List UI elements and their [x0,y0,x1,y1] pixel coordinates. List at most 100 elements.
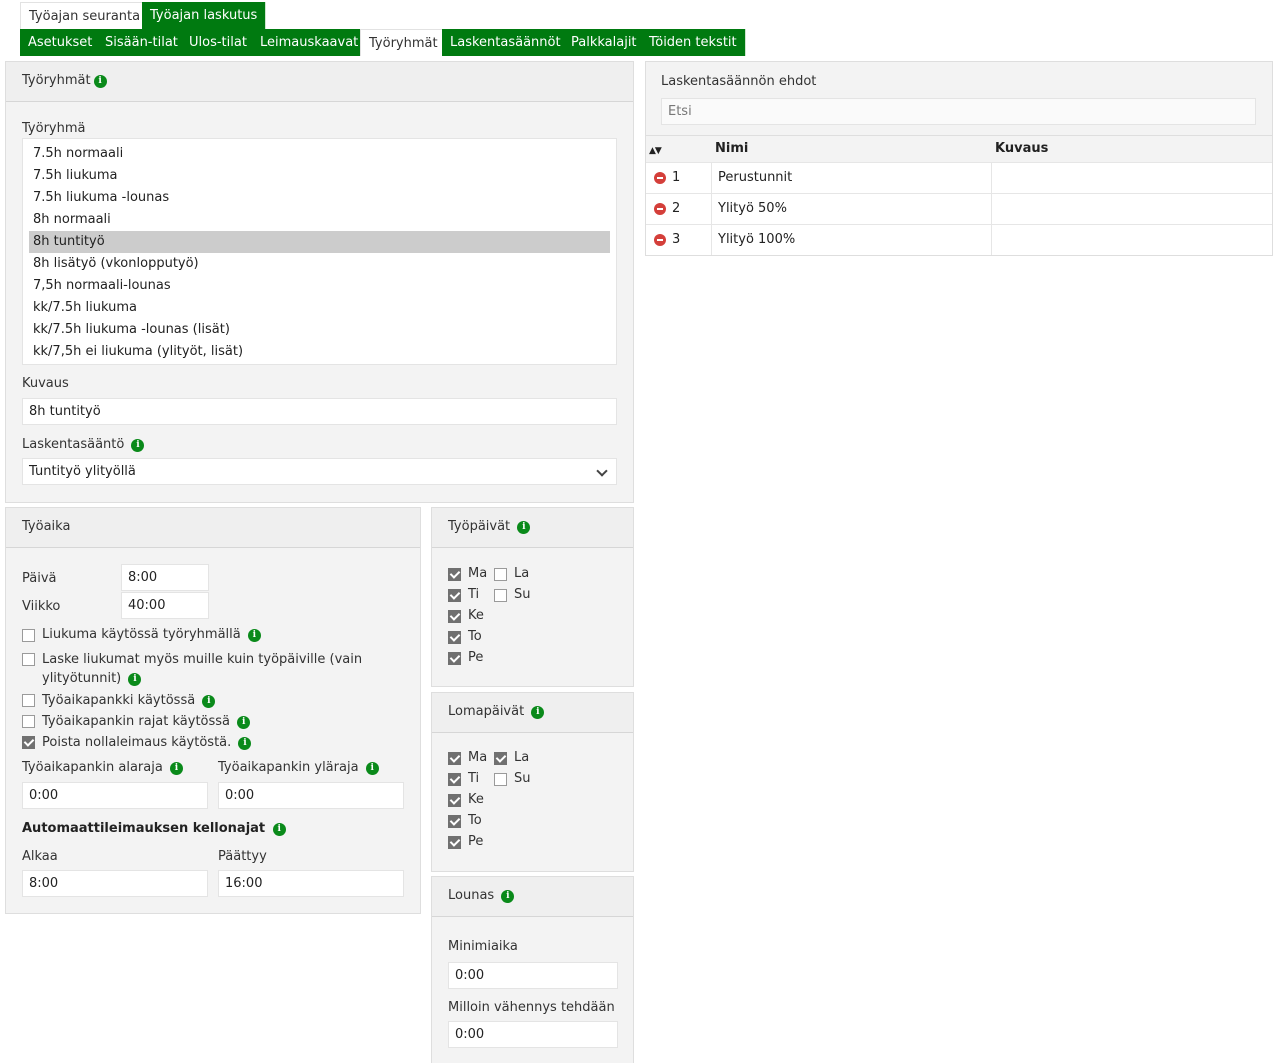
info-icon[interactable]: i [501,890,515,903]
tab-tyoajan-laskutus[interactable]: Työajan laskutus [142,2,267,29]
laskentasaanto-select[interactable]: Tuntityö ylityöllä [22,458,617,485]
table-row[interactable]: 2 Ylityö 50% [646,193,1272,224]
remove-icon[interactable] [654,234,666,246]
remove-icon[interactable] [654,172,666,184]
info-icon[interactable]: i [131,439,145,452]
tyopaiva-pe-checkbox[interactable] [448,652,461,665]
search-input[interactable] [661,98,1256,125]
lomapaiva-ti-checkbox[interactable] [448,773,461,786]
tyoryhma-listbox[interactable]: 7.5h normaali 7.5h liukuma 7.5h liukuma … [22,138,617,365]
lomapaiva-la-checkbox[interactable] [494,752,507,765]
tyopaivat-title: Työpäivät i [448,519,531,534]
laske-liukumat-checkbox[interactable] [22,653,35,666]
alaraja-input[interactable] [22,782,208,809]
info-icon[interactable]: i [365,762,379,775]
info-icon[interactable]: i [202,695,216,708]
liukuma-checkbox[interactable] [22,629,35,642]
lomapaiva-pe-checkbox[interactable] [448,836,461,849]
lomapaiva-ma-checkbox[interactable] [448,752,461,765]
tyopaiva-pe-label: Pe [468,650,484,665]
list-item[interactable]: 8h normaali [33,212,111,227]
viikko-input[interactable] [121,592,209,619]
sort-icon[interactable]: ▲▼ [649,146,662,156]
paattyy-label: Päättyy [218,849,267,864]
laskentasaanto-label: Laskentasääntö i [22,437,145,452]
tyopaiva-su-checkbox[interactable] [494,589,507,602]
info-icon[interactable]: i [531,706,545,719]
list-item-selected[interactable]: 8h tuntityö [29,231,610,253]
tab-sisaan-tilat[interactable]: Sisään-tilat [97,29,187,56]
tab-leimauskaavat[interactable]: Leimauskaavat [252,29,368,56]
list-item[interactable]: kk/7.5h liukuma [33,300,137,315]
lomapaiva-to-label: To [468,813,482,828]
paattyy-input[interactable] [218,870,404,897]
kuvaus-label: Kuvaus [22,376,69,391]
info-icon[interactable]: i [93,75,107,88]
tyoaikapankki-checkbox[interactable] [22,694,35,707]
list-item[interactable]: 8h lisätyö (vkonlopputyö) [33,256,199,271]
tab-laskentasaannot[interactable]: Laskentasäännöt [442,29,570,56]
poista-nollaleimaus-checkbox[interactable] [22,736,35,749]
tyopaiva-su-label: Su [514,587,531,602]
tab-tyoryhmat[interactable]: Työryhmät [360,29,447,56]
tab-tyoajan-seuranta[interactable]: Työajan seuranta [20,2,150,29]
list-item[interactable]: kk/7,5h ei liukuma (ylityöt, lisät) [33,344,244,359]
chevron-down-icon [596,465,608,477]
tab-ulos-tilat[interactable]: Ulos-tilat [181,29,256,56]
alkaa-input[interactable] [22,870,208,897]
lounas-panel: Lounas i Minimiaika Milloin vähennys teh… [431,876,634,1063]
poista-nollaleimaus-label: Poista nollaleimaus käytöstä. i [42,735,252,750]
info-icon[interactable]: i [238,737,252,750]
vahennys-input[interactable] [448,1021,618,1048]
list-item[interactable]: 7.5h liukuma -lounas [33,190,170,205]
tab-palkkalajit[interactable]: Palkkalajit [563,29,646,56]
lomapaiva-ma-label: Ma [468,750,488,765]
lomapaiva-ke-checkbox[interactable] [448,794,461,807]
paiva-input[interactable] [121,564,209,591]
list-item[interactable]: 7,5h normaali-lounas [33,278,171,293]
lounas-header: Lounas i [432,877,633,917]
ylaraja-input[interactable] [218,782,404,809]
tyopaiva-ma-checkbox[interactable] [448,568,461,581]
lomapaiva-su-checkbox[interactable] [494,773,507,786]
info-icon[interactable]: i [272,823,286,836]
info-icon[interactable]: i [128,673,142,686]
col-kuvaus[interactable]: Kuvaus [995,141,1049,156]
tyopaiva-ke-label: Ke [468,608,484,623]
tab-asetukset[interactable]: Asetukset [20,29,102,56]
tyopaiva-ke-checkbox[interactable] [448,610,461,623]
kuvaus-input[interactable] [22,398,617,425]
info-icon[interactable]: i [237,716,251,729]
tab-toiden-tekstit[interactable]: Töiden tekstit [641,29,746,56]
list-item[interactable]: kk/7.5h liukuma -lounas (lisät) [33,322,230,337]
ehdot-panel: Laskentasäännön ehdot [645,61,1273,135]
table-row[interactable]: 3 Ylityö 100% [646,224,1272,255]
lomapaiva-pe-label: Pe [468,834,484,849]
remove-icon[interactable] [654,203,666,215]
lomapaiva-to-checkbox[interactable] [448,815,461,828]
row-nimi: Ylityö 50% [718,201,787,216]
tyopaivat-header: Työpäivät i [432,508,633,548]
tyoaikapankki-label: Työaikapankki käytössä i [42,693,216,708]
table-row[interactable]: 1 Perustunnit [646,162,1272,193]
alkaa-label: Alkaa [22,849,58,864]
list-item[interactable]: 7.5h liukuma [33,168,118,183]
ehdot-table: ▲▼ Nimi Kuvaus 1 Perustunnit 2 Ylityö 50… [645,135,1273,256]
list-item[interactable]: 7.5h normaali [33,146,124,161]
row-number: 3 [672,232,681,247]
tyoryhma-label: Työryhmä [22,121,86,136]
info-icon[interactable]: i [517,521,531,534]
tyoaikapankin-rajat-checkbox[interactable] [22,715,35,728]
tyopaiva-to-checkbox[interactable] [448,631,461,644]
tyopaiva-ti-checkbox[interactable] [448,589,461,602]
tyopaiva-ti-label: Ti [468,587,480,602]
minimiaika-input[interactable] [448,962,618,989]
lomapaiva-ke-label: Ke [468,792,484,807]
lomapaivat-title: Lomapäivät i [448,704,545,719]
info-icon[interactable]: i [247,629,261,642]
tyopaiva-la-checkbox[interactable] [494,568,507,581]
table-header: ▲▼ Nimi Kuvaus [646,136,1272,162]
col-nimi[interactable]: Nimi [715,141,749,156]
automaattileimaus-title: Automaattileimauksen kellonajat i [22,821,286,836]
info-icon[interactable]: i [169,762,183,775]
